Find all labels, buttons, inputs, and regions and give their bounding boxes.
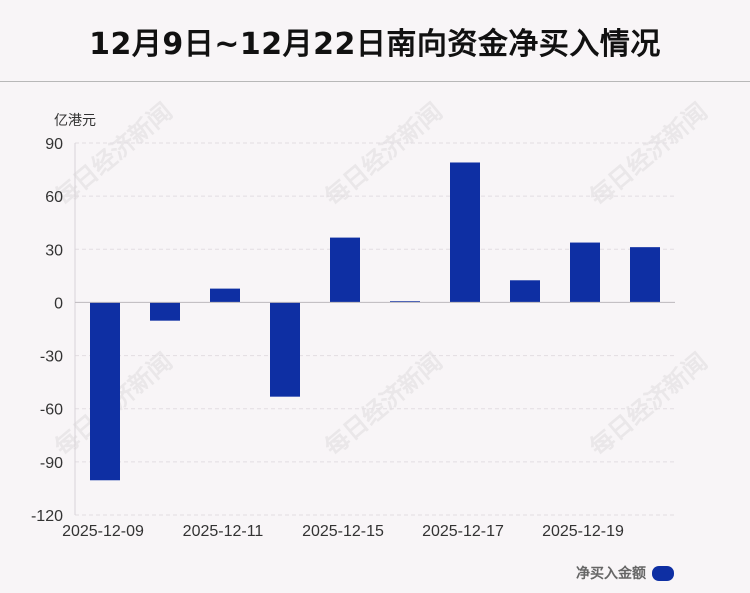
bar-2025-12-09 bbox=[90, 302, 120, 481]
y-tick-label: 60 bbox=[45, 189, 63, 206]
x-tick-label: 2025-12-11 bbox=[183, 523, 264, 540]
bar-2025-12-19 bbox=[570, 242, 600, 303]
x-tick-label: 2025-12-15 bbox=[302, 523, 384, 540]
x-tick-label: 2025-12-09 bbox=[62, 523, 144, 540]
legend-swatch bbox=[652, 565, 674, 581]
x-tick-label: 2025-12-17 bbox=[422, 523, 504, 540]
bar-2025-12-12 bbox=[270, 302, 300, 397]
bar-2025-12-17 bbox=[450, 162, 480, 303]
bar-2025-12-15 bbox=[330, 237, 360, 303]
y-tick-label: -120 bbox=[31, 508, 63, 525]
y-tick-label: -90 bbox=[40, 455, 63, 472]
y-tick-label: 30 bbox=[45, 242, 63, 259]
y-tick-label: 90 bbox=[45, 136, 63, 153]
bar-2025-12-11 bbox=[210, 288, 240, 303]
bar-2025-12-10 bbox=[150, 302, 180, 321]
bar-2025-12-18 bbox=[510, 280, 540, 303]
y-tick-label: 0 bbox=[54, 295, 63, 312]
legend-label: 净买入金额 bbox=[576, 566, 646, 582]
legend: 净买入金额 bbox=[576, 563, 674, 583]
y-tick-label: -60 bbox=[40, 402, 63, 419]
title-divider bbox=[0, 81, 750, 82]
x-tick-label: 2025-12-19 bbox=[542, 523, 624, 540]
bar-2025-12-16 bbox=[390, 301, 420, 303]
bar-2025-12-22 bbox=[630, 247, 660, 303]
chart-title: 12月9日~12月22日南向资金净买入情况 bbox=[89, 26, 661, 62]
y-tick-label: -30 bbox=[40, 349, 63, 366]
y-axis-unit-label: 亿港元 bbox=[54, 113, 96, 129]
